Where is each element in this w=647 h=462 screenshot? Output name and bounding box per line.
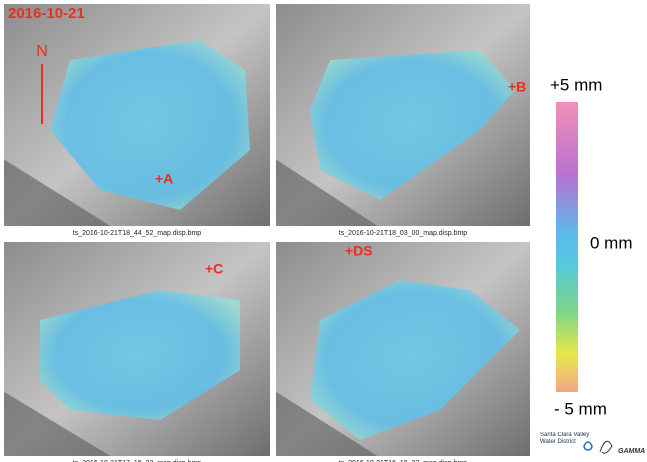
panel-caption: ts_2016-10-21T18_44_52_map.disp.bmp bbox=[73, 230, 202, 237]
point-marker: +B bbox=[508, 79, 526, 95]
gamma-icon bbox=[600, 441, 612, 453]
point-marker: +A bbox=[155, 171, 173, 187]
district-logo-text: Santa Clara Valley Water District bbox=[540, 432, 590, 446]
point-marker: +C bbox=[205, 261, 223, 277]
colorbar-bottom-label: - 5 mm bbox=[554, 399, 607, 418]
colorbar bbox=[556, 102, 578, 392]
point-marker: +DS bbox=[345, 243, 373, 259]
panels: +A ts_2016-10-21T18_44_52_map.disp.bmp +B t… bbox=[4, 4, 530, 462]
date-label: 2016-10-21 bbox=[8, 5, 85, 22]
page: +A ts_2016-10-21T18_44_52_map.disp.bmp +B t… bbox=[0, 0, 647, 462]
panel-caption: ts_2016-10-21T18_03_00_map.disp.bmp bbox=[339, 230, 468, 237]
north-label: N bbox=[36, 43, 48, 60]
district-logo: Santa Clara Valley Water District bbox=[540, 432, 590, 456]
colorbar-middle-label: 0 mm bbox=[590, 233, 633, 252]
figure: +A ts_2016-10-21T18_44_52_map.disp.bmp +B t… bbox=[0, 0, 647, 462]
colorbar-top-label: +5 mm bbox=[550, 75, 602, 94]
gamma-logo: GAMMA bbox=[618, 448, 645, 455]
